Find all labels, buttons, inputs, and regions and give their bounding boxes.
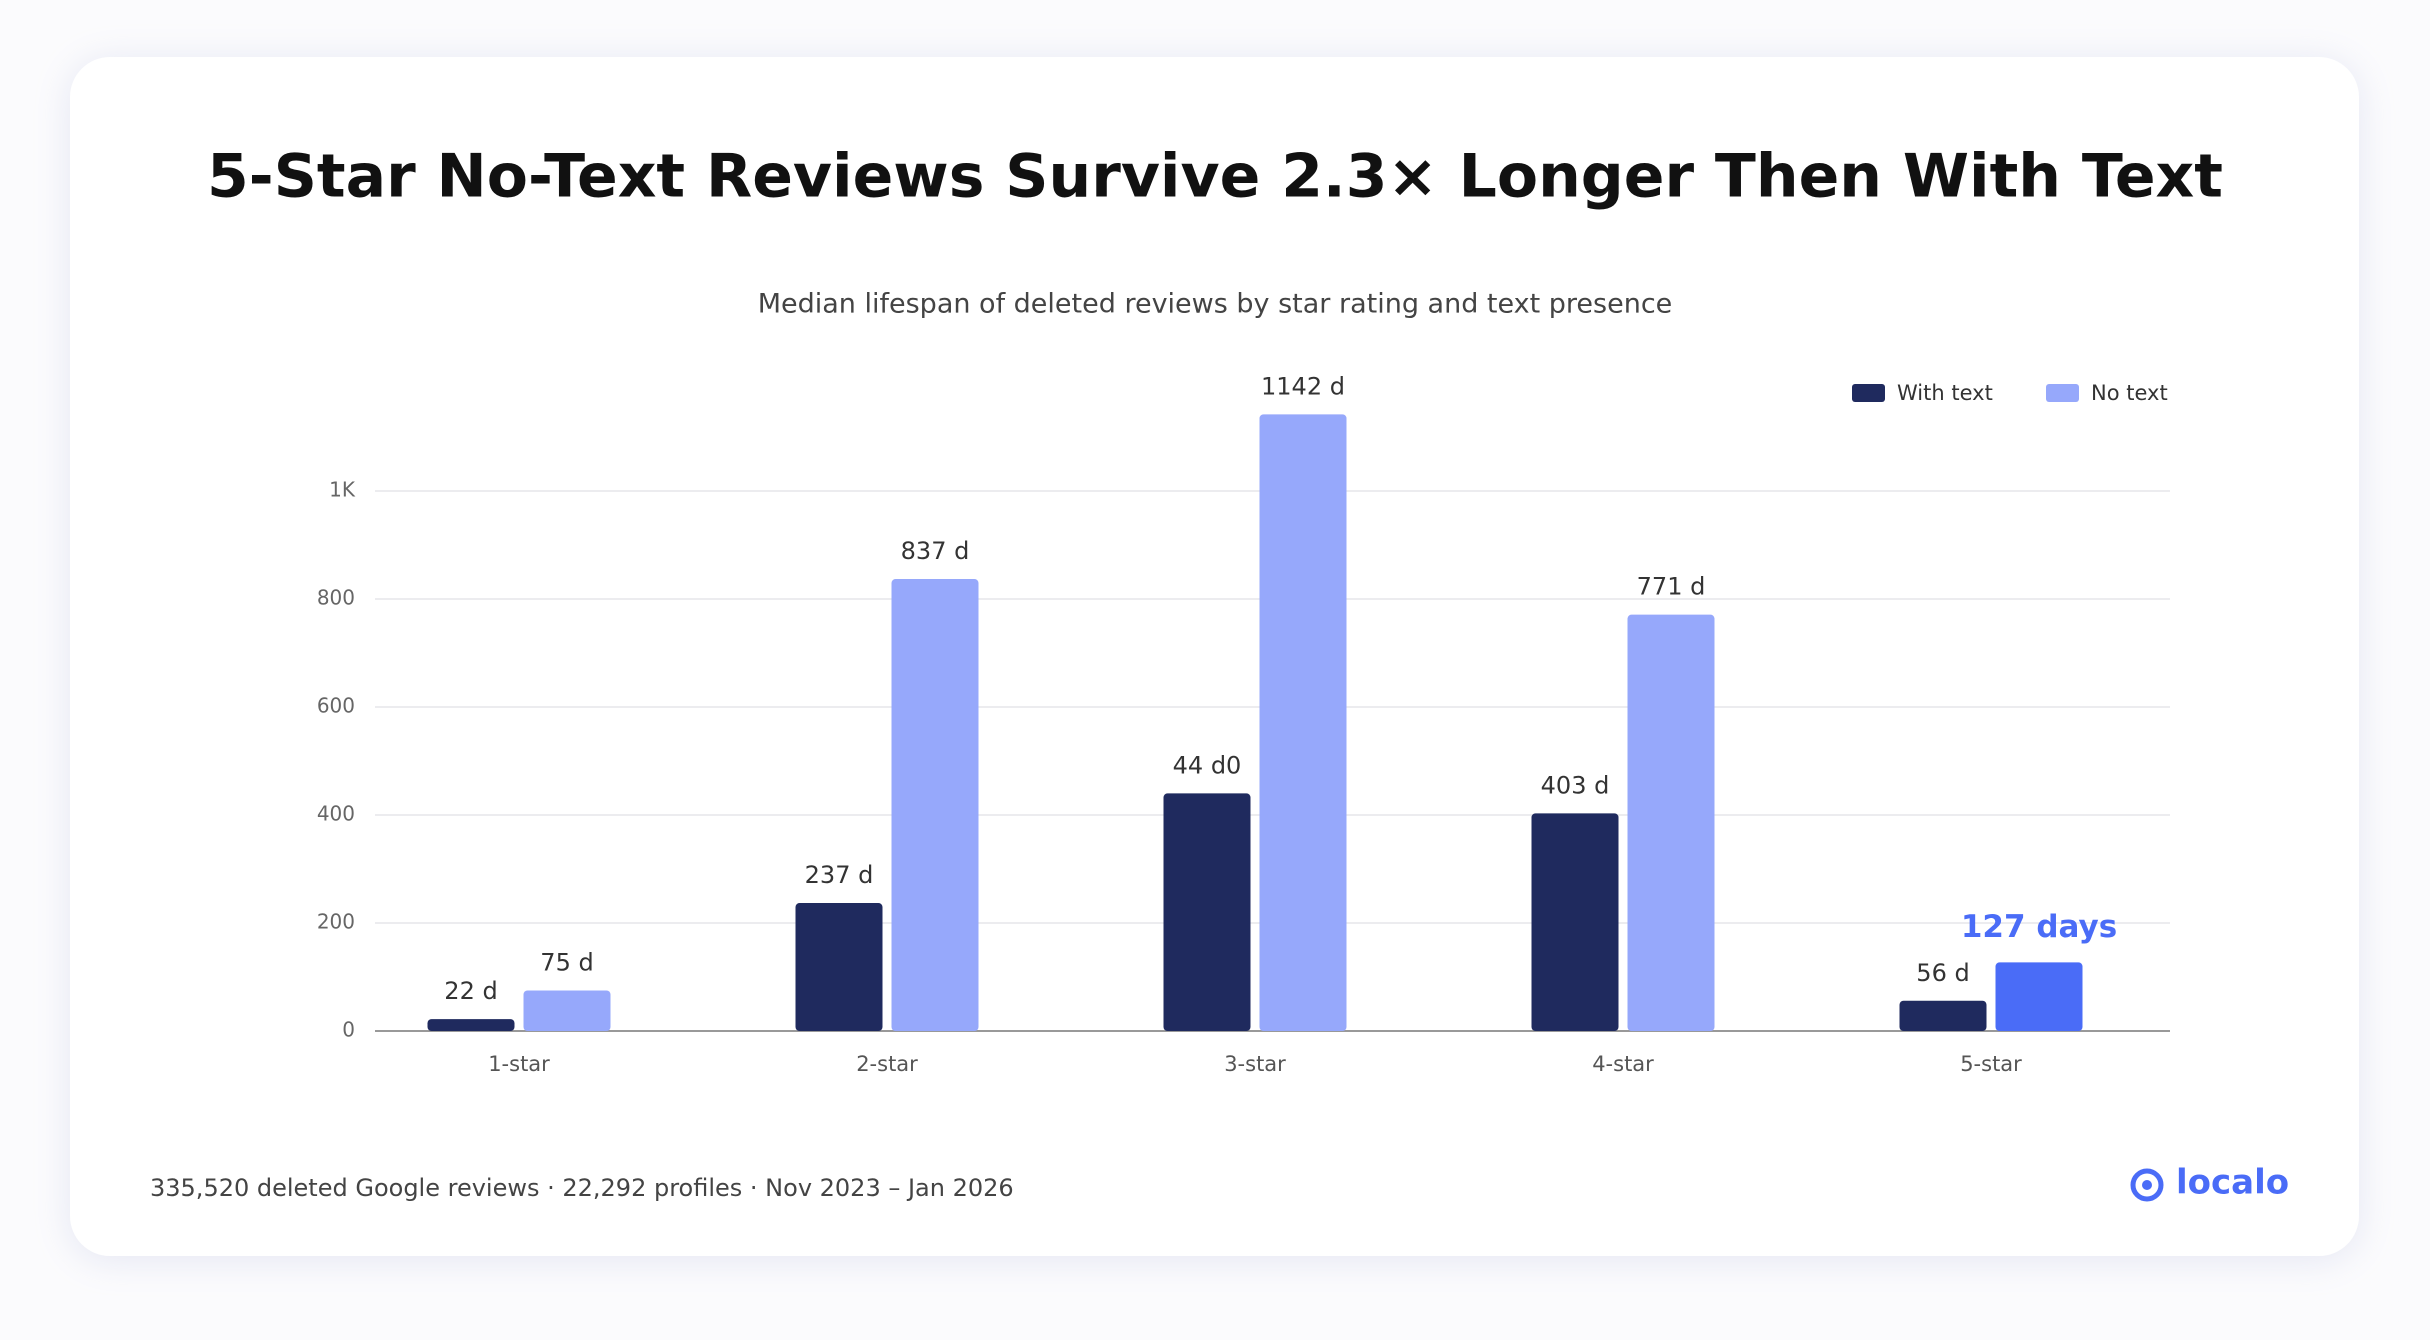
x-tick-label: 2-star [856,1052,918,1076]
footnote: 335,520 deleted Google reviews · 22,292 … [150,1174,1014,1202]
legend-label: With text [1897,381,1993,405]
y-tick-label: 600 [317,694,355,718]
data-label: 1142 d [1261,372,1345,400]
y-tick-label: 0 [342,1018,355,1042]
bar [1995,962,2083,1031]
chart-title: 5-Star No-Text Reviews Survive 2.3× Long… [207,142,2223,212]
x-tick-label: 4-star [1592,1052,1654,1076]
bar [427,1019,515,1031]
data-label: 22 d [444,977,497,1005]
bar [1163,793,1251,1031]
legend-swatch [2046,384,2079,402]
bar [1531,813,1619,1031]
chart-subtitle: Median lifespan of deleted reviews by st… [758,289,1673,320]
y-tick-label: 200 [317,910,355,934]
y-tick-label: 800 [317,586,355,610]
logo-icon [2130,1168,2164,1202]
y-tick-label: 1K [329,478,356,502]
bar [1899,1000,1987,1031]
bar [795,903,883,1031]
data-label: 837 d [901,537,970,565]
data-label: 75 d [540,949,593,977]
bar [1259,414,1347,1031]
logo: localo [2130,1163,2289,1203]
y-tick-label: 400 [317,802,355,826]
data-label: 403 d [1541,771,1610,799]
bar [891,579,979,1031]
card [70,57,2359,1256]
x-tick-label: 1-star [488,1052,550,1076]
data-label: 771 d [1637,573,1706,601]
legend-swatch [1852,384,1885,402]
bar [1627,614,1715,1031]
logo-dot [2142,1180,2152,1190]
data-label: 56 d [1916,959,1969,987]
x-tick-label: 5-star [1960,1052,2022,1076]
x-tick-label: 3-star [1224,1052,1286,1076]
logo-text: localo [2176,1163,2289,1203]
legend-label: No text [2091,381,2168,405]
bar [523,990,611,1031]
data-label: 44 d0 [1173,751,1242,779]
data-label: 237 d [805,861,874,889]
data-label: 127 days [1961,909,2117,945]
